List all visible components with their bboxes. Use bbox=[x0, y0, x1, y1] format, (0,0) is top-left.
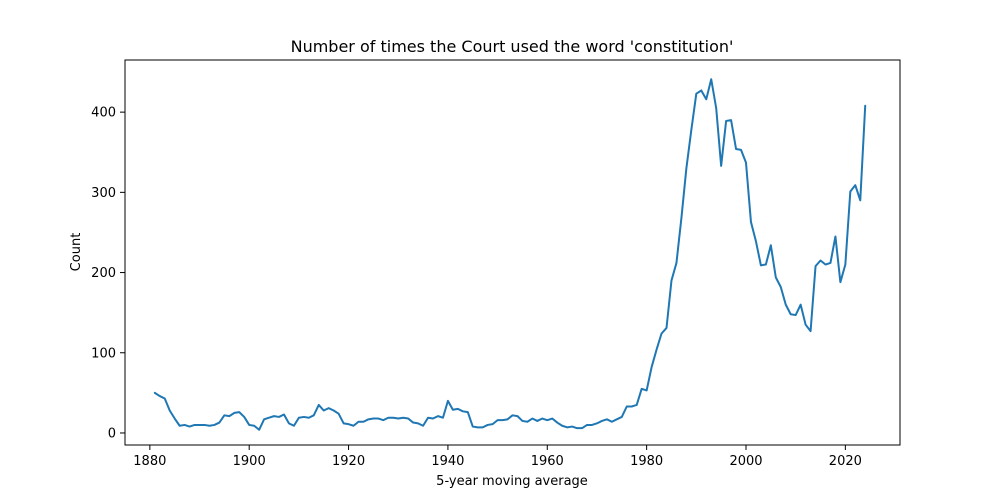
x-tick-label: 1980 bbox=[630, 454, 663, 469]
plot-frame bbox=[124, 59, 901, 446]
y-tick-label: 300 bbox=[91, 186, 116, 201]
x-tick-label: 1920 bbox=[332, 454, 365, 469]
x-tick-label: 2000 bbox=[729, 454, 762, 469]
x-tick-label: 1960 bbox=[531, 454, 564, 469]
y-tick-label: 200 bbox=[91, 266, 116, 281]
y-axis: 0 100 200 300 400 bbox=[91, 106, 125, 441]
chart-title: Number of times the Court used the word … bbox=[291, 37, 734, 56]
x-tick-label: 1900 bbox=[233, 454, 266, 469]
series-line bbox=[153, 78, 867, 431]
x-tick-label: 1880 bbox=[133, 454, 166, 469]
plot-area bbox=[153, 78, 867, 431]
y-tick-label: 0 bbox=[108, 426, 116, 441]
x-tick-label: 2020 bbox=[829, 454, 862, 469]
x-axis-label: 5-year moving average bbox=[436, 474, 588, 489]
y-axis-label: Count bbox=[69, 233, 84, 272]
y-tick-label: 400 bbox=[91, 106, 116, 121]
x-tick-label: 1940 bbox=[431, 454, 464, 469]
x-axis: 1880 1900 1920 1940 1960 1980 2000 2020 bbox=[133, 445, 862, 469]
y-tick-label: 100 bbox=[91, 346, 116, 361]
